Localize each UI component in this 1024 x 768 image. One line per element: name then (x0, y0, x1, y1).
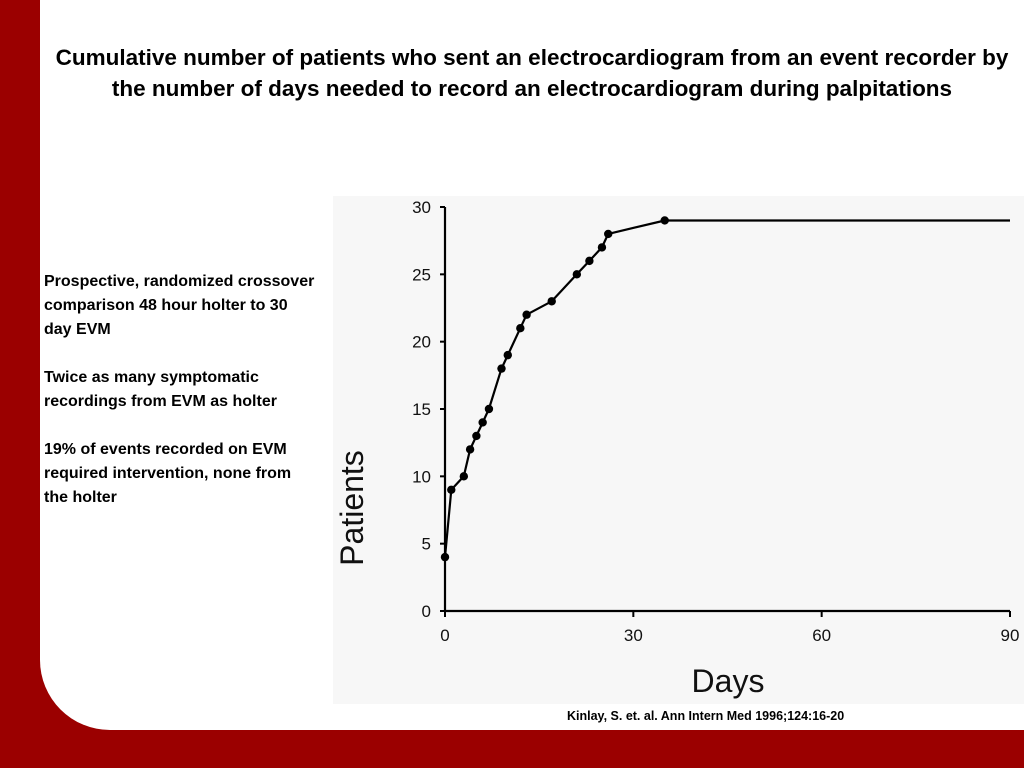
data-point (440, 552, 450, 562)
bullet-item: 19% of events recorded on EVM required i… (44, 441, 292, 506)
x-tick-label: 60 (812, 626, 831, 645)
chart-ticks: 0 5 10 15 20 25 30 0 30 60 90 (412, 198, 1019, 645)
citation: Kinlay, S. et. al. Ann Intern Med 1996;1… (567, 709, 845, 723)
x-tick-label: 90 (1001, 626, 1020, 645)
data-point (447, 485, 456, 494)
chart-container: 0 5 10 15 20 25 30 0 30 60 90 Days Patients (333, 196, 1024, 704)
y-tick-label: 10 (412, 467, 431, 486)
chart-axes (443, 207, 1010, 613)
x-axis-title: Days (692, 663, 765, 699)
y-tick-label: 0 (422, 602, 431, 621)
data-point (497, 364, 506, 373)
data-point (465, 445, 475, 454)
y-tick-label: 30 (412, 198, 431, 217)
x-tick-label: 0 (440, 626, 449, 645)
bullet-list: Prospective, randomized crossover compar… (44, 270, 319, 534)
line-chart: 0 5 10 15 20 25 30 0 30 60 90 Days Patients (334, 198, 1019, 699)
data-point (484, 404, 494, 414)
data-point (547, 297, 556, 306)
data-point (522, 310, 531, 319)
y-tick-label: 20 (412, 333, 431, 352)
y-tick-label: 5 (422, 535, 431, 554)
data-point (597, 243, 607, 252)
data-point (604, 229, 613, 239)
data-point (503, 350, 512, 360)
data-point (459, 472, 469, 481)
series-line (443, 219, 1010, 558)
data-point (660, 216, 669, 225)
chart-series (440, 216, 1010, 562)
data-point (572, 270, 582, 279)
data-point (516, 324, 525, 333)
y-tick-label: 15 (412, 400, 431, 419)
y-tick-label: 25 (412, 265, 431, 284)
slide-title: Cumulative number of patients who sent a… (55, 45, 1009, 101)
data-point (472, 431, 481, 441)
data-point (478, 418, 487, 427)
data-point (585, 256, 594, 266)
x-tick-label: 30 (624, 626, 643, 645)
bullet-item: Twice as many symptomatic recordings fro… (44, 369, 277, 410)
y-axis-title: Patients (334, 450, 370, 566)
bullet-item: Prospective, randomized crossover compar… (44, 273, 315, 338)
